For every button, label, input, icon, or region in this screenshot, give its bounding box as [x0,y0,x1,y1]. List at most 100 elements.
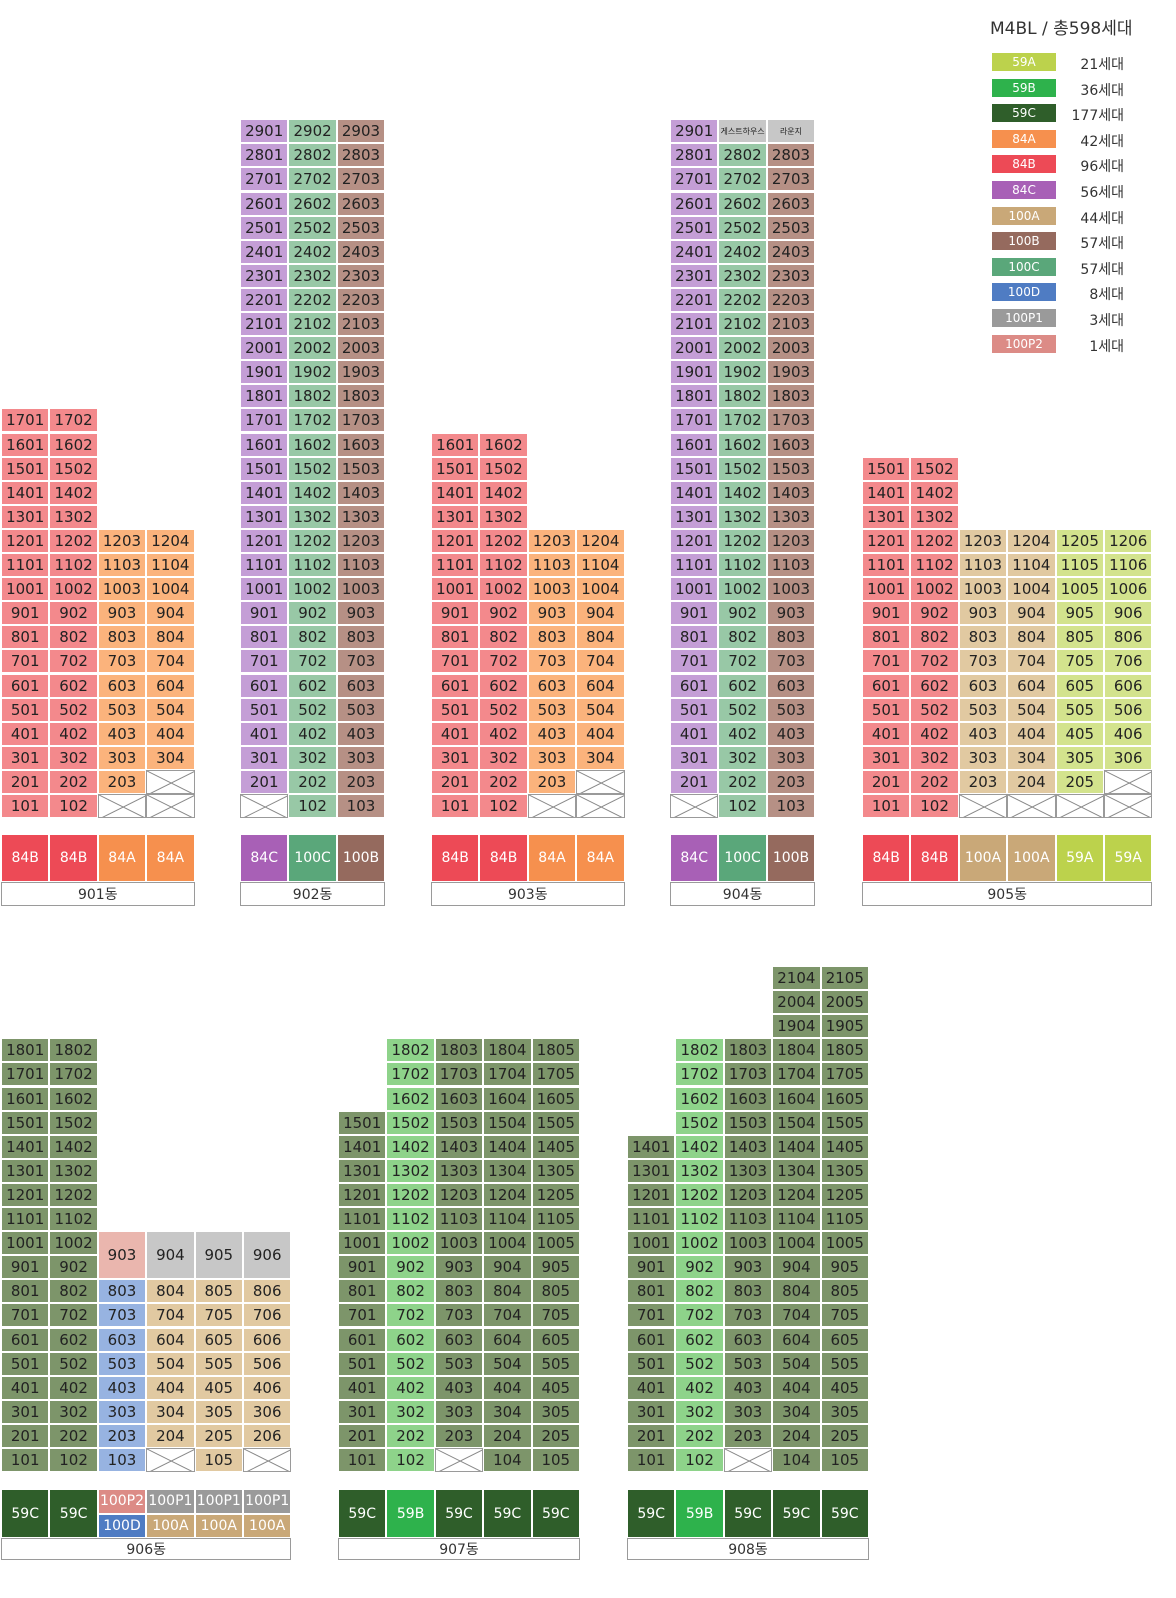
unit-cell[interactable]: 1004 [483,1231,532,1256]
unit-cell[interactable]: 602 [718,673,767,698]
unit-cell[interactable]: 603 [766,673,816,698]
unit-cell[interactable]: 301 [338,1399,387,1424]
unit-cell[interactable]: 1003 [97,577,147,602]
unit-cell[interactable]: 1001 [862,577,911,602]
unit-cell[interactable]: 1304 [483,1158,532,1183]
unit-cell[interactable]: 101 [431,794,480,819]
unit-cell[interactable]: 603 [97,1327,147,1352]
unit-cell[interactable]: 1102 [718,553,767,578]
unit-cell[interactable]: 2801 [670,143,719,168]
unit-cell[interactable]: 102 [288,794,337,819]
unit-cell[interactable]: 801 [862,625,911,650]
unit-cell[interactable]: 1502 [288,456,337,481]
unit-cell[interactable]: 1502 [910,456,959,481]
unit-cell[interactable]: 702 [386,1303,435,1328]
unit-cell[interactable]: 601 [1,1327,50,1352]
unit-cell[interactable]: 805 [194,1279,243,1304]
unit-cell[interactable]: 1803 [434,1038,484,1063]
unit-cell[interactable]: 504 [483,1351,532,1376]
unit-cell[interactable]: 401 [862,721,911,746]
unit-cell[interactable]: 1101 [862,553,911,578]
unit-cell[interactable]: 1102 [910,553,959,578]
unit-cell[interactable]: 1902 [288,360,337,385]
unit-cell[interactable]: 102 [718,794,767,819]
unit-cell[interactable]: 1804 [772,1038,821,1063]
unit-cell[interactable]: 1703 [723,1062,773,1087]
unit-cell[interactable]: 1601 [670,432,719,457]
unit-cell[interactable]: 804 [146,1279,195,1304]
unit-cell[interactable]: 506 [243,1351,292,1376]
unit-cell[interactable]: 204 [483,1423,532,1448]
unit-cell[interactable]: 801 [1,1279,50,1304]
unit-cell[interactable]: 603 [336,673,386,698]
unit-cell[interactable]: 2901 [670,119,719,144]
unit-cell[interactable]: 1202 [910,528,959,553]
unit-cell[interactable]: 1203 [766,528,816,553]
unit-cell[interactable]: 701 [431,649,480,674]
unit-cell[interactable]: 1401 [1,1134,50,1159]
unit-cell[interactable]: 2301 [670,263,719,288]
unit-cell[interactable]: 201 [240,769,289,794]
unit-cell[interactable]: 2202 [718,287,767,312]
unit-cell[interactable]: 402 [288,721,337,746]
unit-cell[interactable]: 703 [723,1303,773,1328]
unit-cell[interactable]: 603 [723,1327,773,1352]
unit-cell[interactable]: 1003 [434,1231,484,1256]
unit-cell[interactable]: 601 [1,673,50,698]
unit-cell[interactable]: 404 [483,1375,532,1400]
unit-cell[interactable]: 605 [1055,673,1104,698]
unit-cell[interactable]: 901 [670,601,719,626]
unit-cell[interactable]: 503 [97,1351,147,1376]
unit-cell[interactable]: 504 [1007,697,1056,722]
unit-cell[interactable]: 2102 [288,312,337,337]
unit-cell[interactable]: 102 [49,794,98,819]
unit-cell[interactable]: 1201 [240,528,289,553]
unit-cell[interactable]: 1001 [431,577,480,602]
unit-cell[interactable]: 1103 [97,553,147,578]
unit-cell[interactable]: 1204 [146,528,195,553]
unit-cell[interactable]: 901 [240,601,289,626]
unit-cell[interactable]: 705 [194,1303,243,1328]
unit-cell[interactable]: 505 [194,1351,243,1376]
unit-cell[interactable]: 602 [386,1327,435,1352]
unit-cell[interactable]: 404 [1007,721,1056,746]
unit-cell[interactable]: 306 [1104,745,1153,770]
unit-cell[interactable]: 1501 [1,1110,50,1135]
unit-cell[interactable]: 802 [910,625,959,650]
unit-cell[interactable]: 701 [338,1303,387,1328]
unit-cell[interactable]: 504 [146,1351,195,1376]
unit-cell[interactable]: 2501 [670,215,719,240]
unit-cell[interactable]: 1705 [531,1062,580,1087]
unit-cell[interactable]: 303 [766,745,816,770]
unit-cell[interactable]: 805 [820,1279,869,1304]
unit-cell[interactable]: 305 [820,1399,869,1424]
unit-cell[interactable]: 906 [1104,601,1153,626]
unit-cell[interactable]: 1203 [336,528,386,553]
unit-cell[interactable]: 1603 [723,1086,773,1111]
unit-cell[interactable]: 1601 [431,432,480,457]
unit-cell[interactable]: 1801 [1,1038,50,1063]
unit-cell[interactable]: 2701 [670,167,719,192]
unit-cell[interactable]: 1104 [772,1207,821,1232]
unit-cell[interactable]: 201 [1,1423,50,1448]
unit-cell[interactable]: 305 [194,1399,243,1424]
unit-cell[interactable]: 2303 [336,263,386,288]
unit-cell[interactable]: 1202 [386,1182,435,1207]
unit-cell[interactable]: 406 [243,1375,292,1400]
unit-cell[interactable]: 602 [49,673,98,698]
unit-cell[interactable]: 502 [386,1351,435,1376]
unit-cell[interactable]: 1702 [675,1062,724,1087]
unit-cell[interactable]: 904 [483,1255,532,1280]
unit-cell[interactable]: 1403 [723,1134,773,1159]
unit-cell[interactable]: 1903 [766,360,816,385]
unit-cell[interactable]: 1205 [531,1182,580,1207]
unit-cell[interactable]: 1203 [527,528,577,553]
unit-cell[interactable]: 803 [97,1279,147,1304]
unit-cell[interactable]: 405 [194,1375,243,1400]
unit-cell[interactable]: 901 [338,1255,387,1280]
unit-cell[interactable]: 1201 [670,528,719,553]
unit-cell[interactable]: 701 [670,649,719,674]
unit-cell[interactable]: 1005 [820,1231,869,1256]
unit-cell[interactable]: 1304 [772,1158,821,1183]
unit-cell[interactable]: 303 [97,745,147,770]
